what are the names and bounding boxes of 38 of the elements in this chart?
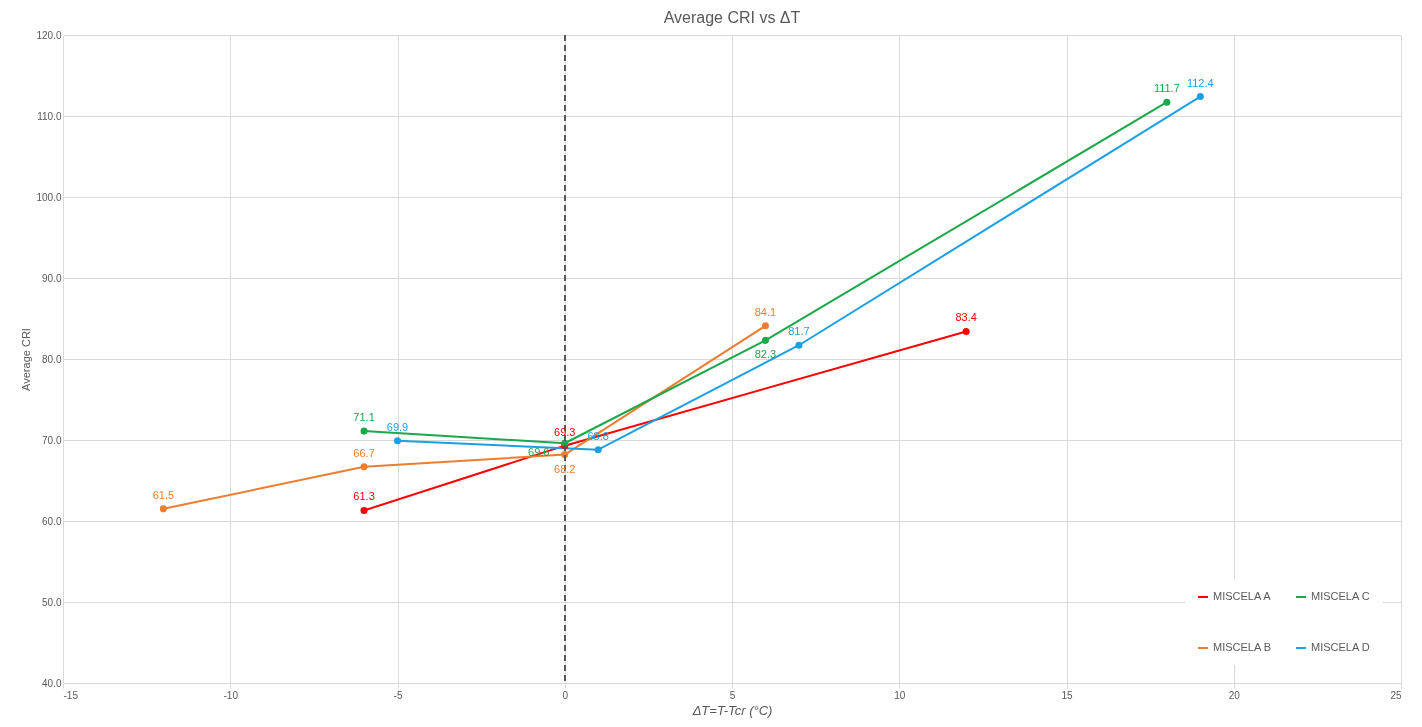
- data-label: 81.7: [788, 325, 810, 338]
- y-tick-label: 60.0: [42, 515, 62, 527]
- x-tick-label: 5: [729, 689, 736, 701]
- y-tick-label: 50.0: [42, 596, 62, 608]
- data-label: 112.4: [1186, 76, 1214, 89]
- legend-label: MISCELA A: [1213, 590, 1272, 602]
- legend-label: MISCELA D: [1311, 641, 1370, 653]
- x-tick-label: -10: [223, 689, 239, 701]
- data-label: 69.9: [386, 420, 409, 433]
- legend-label: MISCELA B: [1213, 641, 1272, 653]
- data-label: 69.3: [554, 425, 576, 438]
- x-tick-label: 20: [1228, 689, 1241, 701]
- x-tick-label: 25: [1390, 689, 1402, 701]
- x-tick-label: -5: [393, 689, 403, 701]
- y-tick-label: 80.0: [42, 353, 62, 365]
- data-label: 111.7: [1153, 82, 1180, 95]
- y-tick-label: 90.0: [42, 272, 62, 284]
- data-label: 71.1: [353, 411, 375, 424]
- y-tick-label: 120.0: [36, 29, 62, 41]
- y-tick-label: 40.0: [42, 677, 62, 689]
- x-tick-label: 10: [894, 689, 906, 701]
- x-tick-label: -15: [63, 689, 79, 701]
- y-tick-label: 110.0: [37, 110, 62, 122]
- y-tick-label: 70.0: [42, 434, 62, 446]
- data-label: 61.5: [152, 488, 175, 501]
- x-tick-label: 15: [1061, 689, 1073, 701]
- x-axis-title: ΔT=T-Tcr (°C): [691, 702, 773, 718]
- legend-label: MISCELA C: [1311, 590, 1370, 602]
- y-axis-title: Average CRI: [20, 328, 33, 391]
- data-label: 84.1: [754, 305, 777, 318]
- data-label: 68.2: [554, 462, 576, 475]
- data-label: 61.3: [353, 490, 375, 503]
- data-label: 66.7: [353, 446, 375, 459]
- data-label: 82.3: [754, 348, 777, 361]
- data-label: 83.4: [955, 311, 977, 324]
- x-tick-label: 0: [562, 689, 569, 701]
- chart-title: Average CRI vs ΔT: [663, 9, 801, 26]
- y-tick-label: 100.0: [36, 191, 62, 203]
